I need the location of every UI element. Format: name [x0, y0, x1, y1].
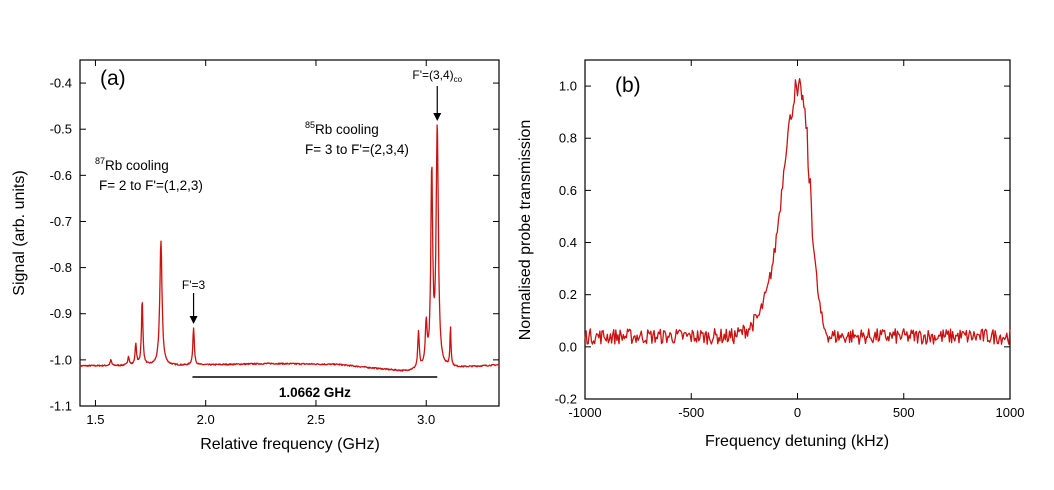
rb85-text: Rb cooling	[315, 122, 379, 137]
panel-a-ylabel: Signal (arb. units)	[11, 170, 28, 295]
panel-b-ytick-label: 0.4	[559, 235, 577, 250]
panel-b-xtick-label: -1000	[568, 405, 601, 420]
panel-b: -1000 -500 0 500 1000-0.20.00.20.40.60.81.0 …	[517, 59, 1025, 450]
co-label-main: F'=(3,4)	[412, 68, 453, 82]
co-label-sub: co	[454, 75, 463, 84]
panel-b-ytick-label: 0.6	[559, 183, 577, 198]
rb85-annotation-line1: 85Rb cooling	[305, 120, 379, 137]
panel-b-series-line	[584, 77, 1011, 345]
panel-a-ytick-label: -0.5	[50, 122, 72, 137]
co-annotation: F'=(3,4)co	[412, 68, 462, 84]
panel-b-ylabel: Normalised probe transmission	[517, 120, 534, 341]
panel-b-xtick-label: -500	[678, 405, 704, 420]
panel-b-ytick-label: -0.2	[555, 392, 577, 407]
panel-a-ytick-label: -1.1	[50, 399, 72, 414]
f3-annotation: F'=3	[182, 278, 206, 292]
panel-b-ytick-label: 0.8	[559, 131, 577, 146]
co-arrowhead	[433, 113, 442, 121]
rb87-text: Rb cooling	[105, 158, 169, 173]
rb87-sup: 87	[95, 156, 105, 166]
panel-a-ytick-label: -0.9	[50, 306, 72, 321]
panel-b-ytick-label: 0.0	[559, 339, 577, 354]
panel-b-ytick-label: 0.2	[559, 287, 577, 302]
panel-b-xlabel: Frequency detuning (kHz)	[705, 433, 889, 450]
panel-a-label: (a)	[100, 67, 126, 90]
panel-a-xtick-label: 3.0	[417, 412, 435, 427]
panel-a: 1.5 2.0 2.5 3.0 -1.1 -1.0 -0.9 -0.8 -0.7 -0.6 -0.5…	[11, 59, 500, 453]
spacing-label: 1.0662 GHz	[279, 385, 351, 400]
panel-b-ticks: -1000 -500 0 500 1000 -0.2 0.0 0.2 0.4 0.6 0.8 1.0	[555, 60, 1025, 420]
panel-a-ytick-label: -0.4	[50, 76, 72, 91]
rb85-sup: 85	[305, 120, 315, 130]
panel-a-ticks: 1.5 2.0 2.5 3.0 -1.1 -1.0 -0.9 -0.8 -0.7 -0.6 -0.5…	[50, 60, 499, 427]
panel-b-xtick-label: 500	[893, 405, 915, 420]
panel-a-series-line	[79, 124, 500, 372]
rb85-annotation-line2: F= 3 to F'=(2,3,4)	[305, 142, 409, 157]
panel-a-ytick-label: -1.0	[50, 352, 72, 367]
panel-a-ytick-label: -0.8	[50, 260, 72, 275]
panel-a-ytick-label: -0.6	[50, 168, 72, 183]
panel-a-ytick-label: -0.7	[50, 214, 72, 229]
panel-a-xtick-label: 2.5	[307, 412, 325, 427]
panel-b-xtick-label: 0	[794, 405, 801, 420]
panel-a-frame	[79, 59, 500, 407]
panel-b-label: (b)	[615, 74, 641, 97]
panel-a-xtick-label: 1.5	[86, 412, 104, 427]
panel-a-xlabel: Relative frequency (GHz)	[200, 436, 380, 453]
panel-b-frame	[584, 59, 1011, 400]
panel-a-xtick-label: 2.0	[197, 412, 215, 427]
panel-b-ytick-label: 1.0	[559, 79, 577, 94]
panel-b-xtick-label: 1000	[996, 405, 1025, 420]
rb87-annotation-line1: 87Rb cooling	[95, 156, 169, 173]
f3-arrowhead	[189, 316, 198, 324]
rb87-annotation-line2: F= 2 to F'=(1,2,3)	[99, 178, 203, 193]
